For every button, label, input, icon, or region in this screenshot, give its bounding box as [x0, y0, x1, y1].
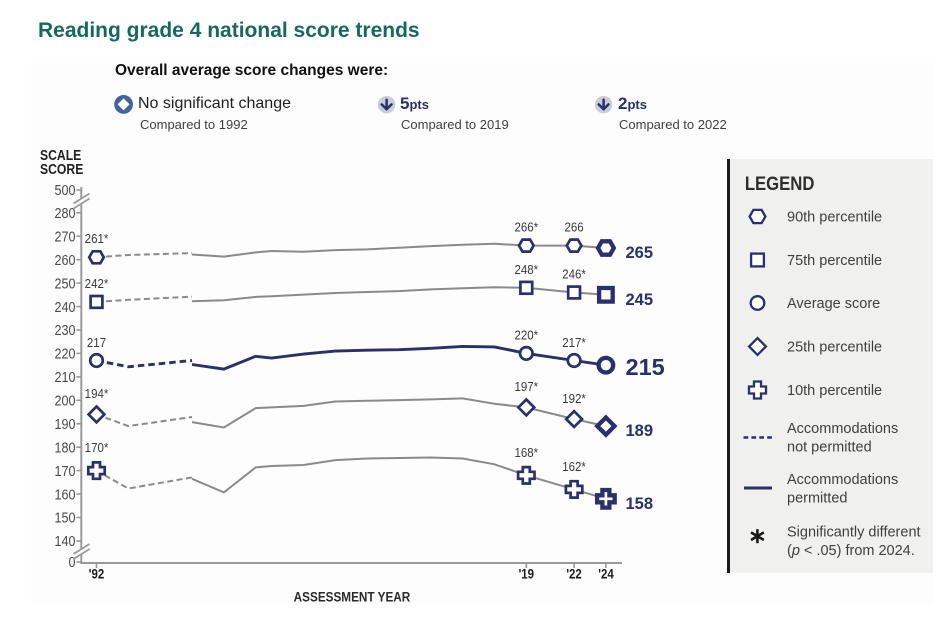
svg-text:280: 280	[54, 204, 75, 221]
svg-text:220*: 220*	[515, 328, 539, 343]
svg-text:'19: '19	[519, 567, 535, 582]
svg-text:'22: '22	[566, 567, 582, 582]
svg-text:261*: 261*	[85, 232, 109, 247]
svg-text:240: 240	[54, 298, 75, 315]
svg-text:217: 217	[87, 335, 106, 350]
svg-text:192*: 192*	[562, 391, 586, 406]
svg-text:160: 160	[54, 485, 75, 502]
svg-text:189: 189	[626, 422, 654, 440]
svg-text:75th percentile: 75th percentile	[787, 253, 882, 269]
svg-text:197*: 197*	[515, 380, 539, 395]
svg-text:158: 158	[626, 495, 654, 513]
svg-text:242*: 242*	[85, 277, 109, 292]
svg-text:162*: 162*	[562, 459, 586, 474]
svg-text:250: 250	[54, 274, 75, 291]
svg-text:200: 200	[54, 391, 75, 408]
svg-text:230: 230	[54, 321, 75, 338]
svg-text:266: 266	[564, 220, 583, 235]
svg-text:260: 260	[54, 251, 75, 268]
svg-text:210: 210	[54, 368, 75, 385]
svg-text:Accommodations: Accommodations	[787, 421, 898, 437]
svg-text:500: 500	[54, 181, 75, 198]
svg-text:266*: 266*	[515, 220, 539, 235]
svg-text:168*: 168*	[515, 445, 539, 460]
svg-text:150: 150	[54, 509, 75, 526]
svg-text:248*: 248*	[515, 263, 539, 278]
svg-text:not permitted: not permitted	[787, 440, 872, 456]
svg-text:90th percentile: 90th percentile	[787, 210, 882, 226]
svg-text:Significantly different: Significantly different	[787, 525, 921, 541]
svg-text:25th percentile: 25th percentile	[787, 340, 882, 356]
svg-text:0: 0	[69, 553, 76, 570]
svg-text:'92: '92	[89, 567, 105, 582]
svg-text:270: 270	[54, 227, 75, 244]
svg-text:Accommodations: Accommodations	[787, 472, 898, 488]
svg-text:215: 215	[626, 354, 665, 380]
svg-text:10th percentile: 10th percentile	[787, 383, 882, 399]
svg-text:246*: 246*	[562, 267, 586, 282]
svg-text:Average score: Average score	[787, 296, 880, 312]
svg-text:180: 180	[54, 438, 75, 455]
svg-text:220: 220	[54, 345, 75, 362]
svg-text:245: 245	[626, 291, 654, 309]
svg-text:217*: 217*	[562, 335, 586, 350]
svg-text:190: 190	[54, 415, 75, 432]
svg-text:265: 265	[626, 244, 654, 262]
svg-text:194*: 194*	[85, 387, 109, 402]
svg-text:'24: '24	[598, 567, 614, 582]
svg-text:ASSESSMENT YEAR: ASSESSMENT YEAR	[294, 589, 411, 605]
svg-text:permitted: permitted	[787, 491, 847, 507]
svg-text:LEGEND: LEGEND	[745, 173, 815, 194]
svg-text:140: 140	[54, 532, 75, 549]
svg-text:170: 170	[54, 462, 75, 479]
svg-text:170*: 170*	[85, 441, 109, 456]
svg-text:(p < .05) from 2024.: (p < .05) from 2024.	[787, 543, 915, 559]
